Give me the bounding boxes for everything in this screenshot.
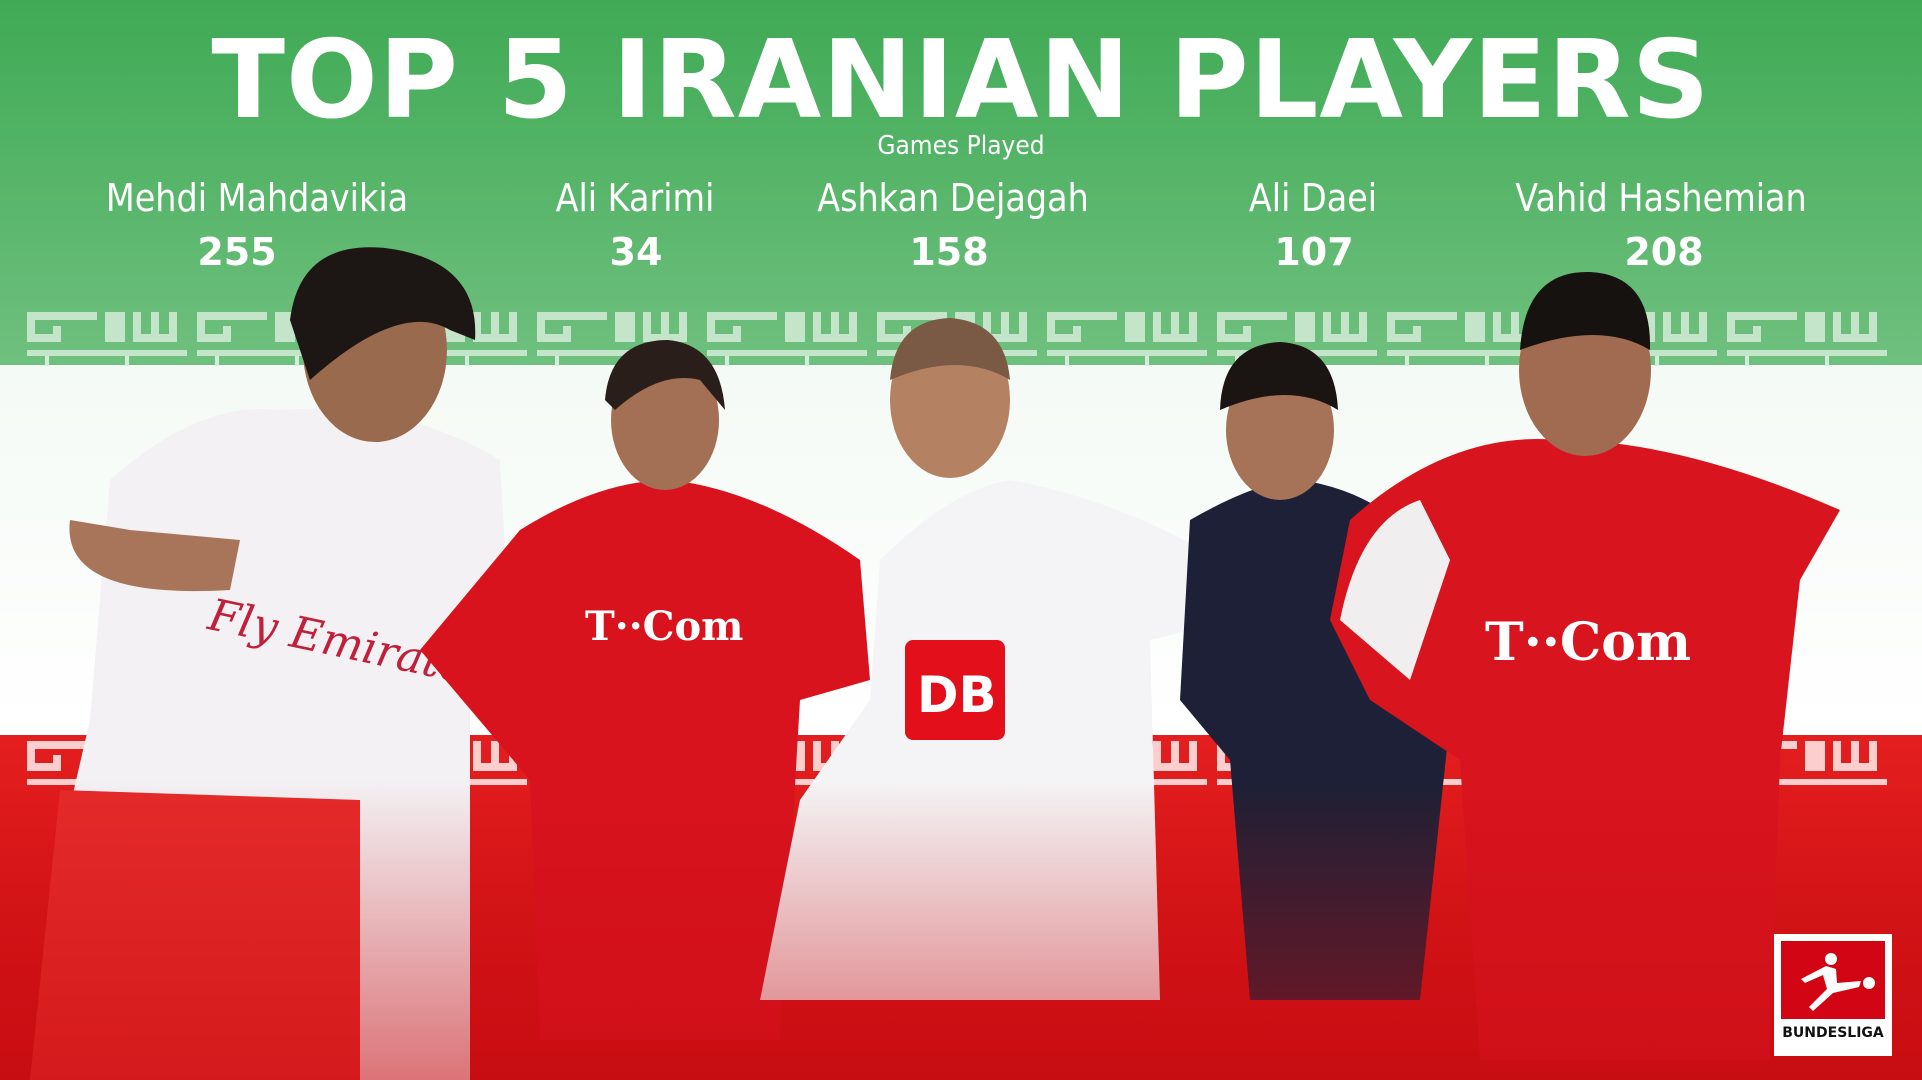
subtitle: Games Played: [877, 131, 1045, 161]
player-games: 255: [197, 230, 277, 274]
svg-text:T··Com: T··Com: [1485, 612, 1691, 673]
logo-text: BUNDESLIGA: [1782, 1025, 1884, 1041]
bundesliga-logo: BUNDESLIGA: [1774, 934, 1892, 1056]
bottom-fade: [0, 780, 1922, 1080]
page-title: TOP 5 IRANIAN PLAYERS: [211, 18, 1711, 143]
player-games: 107: [1274, 230, 1354, 274]
svg-text:T··Com: T··Com: [585, 603, 743, 650]
svg-text:DB: DB: [917, 666, 997, 724]
player-name: Vahid Hashemian: [1515, 176, 1807, 220]
kicker-icon: [1781, 941, 1885, 1019]
player-name: Ali Karimi: [555, 176, 715, 220]
player-games: 34: [609, 230, 663, 274]
player-games: 158: [909, 230, 989, 274]
player-games: 208: [1624, 230, 1704, 274]
player-name: Mehdi Mahdavikia: [105, 176, 409, 220]
player-name: Ali Daei: [1248, 176, 1378, 220]
player-name: Ashkan Dejagah: [817, 176, 1089, 220]
